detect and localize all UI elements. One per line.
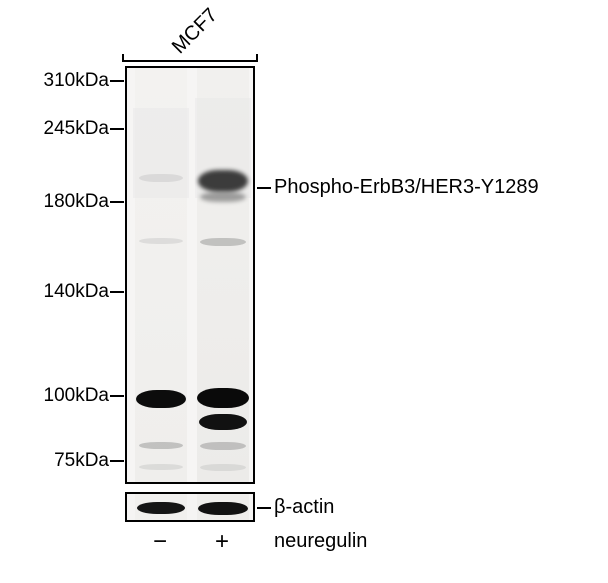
blot-main	[125, 66, 255, 484]
treatment-lane1-text: −	[153, 528, 167, 555]
sample-bracket-tick-left	[122, 54, 124, 60]
ladder-label: 310kDa	[29, 70, 109, 92]
band	[139, 174, 183, 182]
ladder-tick	[110, 460, 124, 462]
treatment-lane2-sign: +	[207, 528, 237, 556]
treatment-label-text: neuregulin	[274, 530, 367, 552]
band-actin	[137, 502, 185, 514]
ladder-label: 245kDa	[29, 118, 109, 140]
ladder-tick	[110, 201, 124, 203]
target-band-label: Phospho-ErbB3/HER3-Y1289	[274, 176, 539, 199]
band	[199, 414, 247, 430]
band	[198, 170, 248, 192]
blot-actin	[125, 492, 255, 522]
target-band-tick	[257, 187, 271, 189]
sample-bracket	[122, 60, 258, 62]
ladder-tick	[110, 80, 124, 82]
band	[200, 192, 246, 202]
actin-label-text: β-actin	[274, 496, 334, 518]
ladder-label: 100kDa	[29, 385, 109, 407]
actin-tick	[257, 507, 271, 509]
band	[200, 238, 246, 246]
band	[139, 238, 183, 244]
blot-noise	[133, 108, 189, 198]
sample-bracket-tick-right	[256, 54, 258, 60]
band	[200, 464, 246, 471]
sample-label: MCF7	[168, 4, 223, 59]
band	[139, 442, 183, 449]
treatment-lane2-text: +	[215, 528, 229, 555]
target-band-label-text: Phospho-ErbB3/HER3-Y1289	[274, 176, 539, 198]
ladder-tick	[110, 395, 124, 397]
band	[139, 464, 183, 470]
band	[136, 390, 186, 408]
ladder-label: 75kDa	[29, 450, 109, 472]
treatment-lane1-sign: −	[145, 528, 175, 556]
ladder-tick	[110, 128, 124, 130]
ladder-label: 180kDa	[29, 191, 109, 213]
band	[200, 442, 246, 450]
western-blot-figure: MCF7 310kDa 245kDa 180kDa 140kDa 100kDa 75kDa…	[0, 0, 608, 583]
treatment-label: neuregulin	[274, 530, 367, 553]
sample-label-text: MCF7	[168, 4, 222, 58]
band	[197, 388, 249, 408]
ladder-tick	[110, 291, 124, 293]
ladder-label: 140kDa	[29, 281, 109, 303]
band-actin	[198, 502, 248, 515]
actin-label: β-actin	[274, 496, 334, 519]
